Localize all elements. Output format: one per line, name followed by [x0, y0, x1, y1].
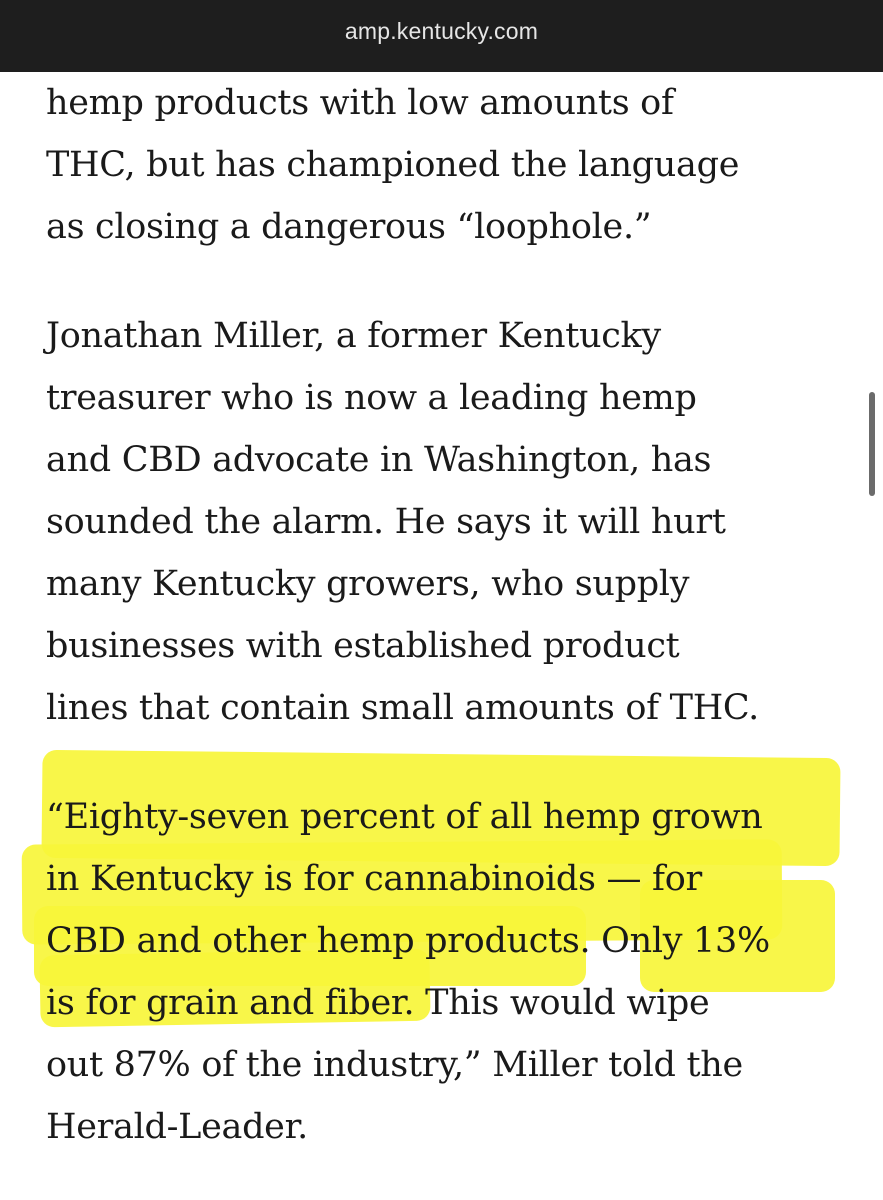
text-line: “Eighty-seven percent of all hemp grown [46, 797, 763, 837]
text-line: out 87% of the industry,” Miller told th… [46, 1045, 743, 1085]
text-line: lines that contain small amounts of THC. [46, 688, 759, 728]
text-line: in Kentucky is for cannabinoids — for [46, 859, 702, 899]
text-line: many Kentucky growers, who supply [46, 564, 690, 604]
vertical-scrollbar[interactable] [869, 392, 875, 496]
text-line: hemp products with low amounts of [46, 83, 674, 123]
text-line: businesses with established product [46, 626, 680, 666]
url-text[interactable]: amp.kentucky.com [344, 17, 539, 44]
text-line: is for grain and fiber. This would wipe [46, 983, 710, 1023]
text-line: THC, but has championed the language [46, 145, 740, 185]
text-line: treasurer who is now a leading hemp [46, 378, 697, 418]
browser-url-bar[interactable]: amp.kentucky.com [0, 0, 883, 72]
paragraph-1: hemp products with low amounts of THC, b… [46, 72, 866, 258]
text-line: and CBD advocate in Washington, has [46, 440, 712, 480]
highlight-stroke-4 [640, 880, 835, 992]
text-line: Herald-Leader. [46, 1107, 309, 1147]
text-line: Jonathan Miller, a former Kentucky [46, 316, 661, 356]
paragraph-3-quote: “Eighty-seven percent of all hemp grown … [46, 786, 866, 1158]
paragraph-2: Jonathan Miller, a former Kentucky treas… [46, 305, 866, 739]
text-line: sounded the alarm. He says it will hurt [46, 502, 726, 542]
article-body: hemp products with low amounts of THC, b… [46, 72, 866, 1158]
text-line: as closing a dangerous “loophole.” [46, 207, 652, 247]
text-line: CBD and other hemp products. Only 13% [46, 921, 770, 961]
